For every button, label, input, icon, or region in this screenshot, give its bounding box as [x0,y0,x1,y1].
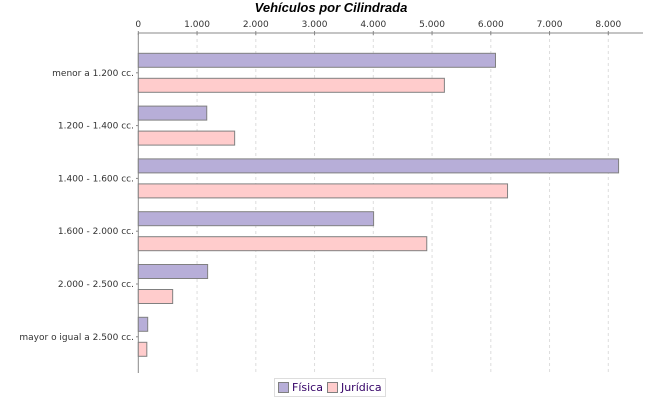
category-label: 2.000 - 2.500 cc. [58,280,134,290]
legend-swatch-juridica [326,382,338,393]
x-tick-label: 0 [135,20,141,30]
legend-swatch-fisica [278,382,289,393]
category-label: 1.400 - 1.600 cc. [58,174,134,184]
x-tick-label: 1.000 [184,20,210,30]
legend: Física Jurídica [274,378,386,397]
category-label: mayor o igual a 2.500 cc. [19,333,134,343]
x-tick-label: 4.000 [360,20,386,30]
bar-fisica [137,316,149,332]
chart-title: Vehículos por Cilindrada [255,0,408,15]
bar-fisica [137,158,620,174]
legend-label: Física [292,381,323,394]
bar-juridica [137,77,445,93]
x-tick-label: 5.000 [419,20,445,30]
x-tick-label: 2.000 [243,20,269,30]
bar-fisica [137,52,497,68]
bar-fisica [137,211,375,227]
bar-juridica [137,130,236,146]
legend-item-fisica: Física [278,381,323,394]
bar-fisica [137,264,209,279]
bar-juridica [137,289,174,304]
x-tick-label: 7.000 [537,20,563,30]
category-label: 1.200 - 1.400 cc. [58,122,134,132]
x-tick-label: 8.000 [595,20,621,30]
bar-juridica [137,236,428,252]
category-label: menor a 1.200 cc. [52,69,134,79]
x-tick-label: 3.000 [302,20,328,30]
legend-item-juridica: Jurídica [326,381,382,394]
legend-label: Jurídica [340,381,382,394]
bar-fisica [137,105,208,121]
bar-juridica [137,183,509,199]
category-label: 1.600 - 2.000 cc. [58,227,134,237]
bar-juridica [137,341,148,357]
x-tick-label: 6.000 [478,20,504,30]
